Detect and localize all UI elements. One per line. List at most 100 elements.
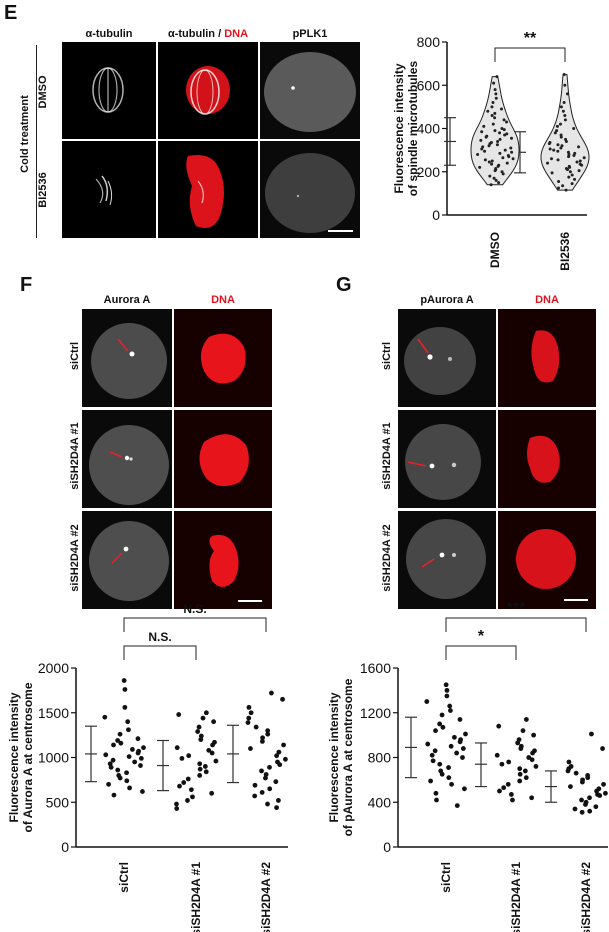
data-point <box>556 158 560 162</box>
panel-f-header-dna: DNA <box>211 294 235 306</box>
tubulin-image-bi2536 <box>62 141 156 238</box>
data-point <box>490 159 494 163</box>
data-point <box>185 798 190 803</box>
data-point <box>454 803 460 809</box>
data-point <box>486 109 490 113</box>
data-point <box>490 105 494 109</box>
data-point <box>488 174 492 178</box>
data-point <box>259 738 265 744</box>
data-point <box>500 127 504 130</box>
data-point <box>117 775 123 781</box>
data-point <box>248 710 254 716</box>
data-point <box>457 739 463 745</box>
data-point <box>448 743 454 749</box>
data-point <box>568 784 573 789</box>
significance-label: ** <box>524 30 537 47</box>
data-point <box>563 118 567 122</box>
data-point <box>489 141 493 145</box>
data-point <box>573 770 579 776</box>
data-point <box>548 147 552 151</box>
data-point <box>457 717 463 722</box>
data-point <box>579 779 585 785</box>
data-point <box>111 792 117 798</box>
merge-drawing <box>186 155 224 229</box>
data-point <box>253 724 259 730</box>
data-point <box>190 794 195 800</box>
paurora-image-sish2 <box>398 511 496 609</box>
data-point <box>555 129 559 133</box>
y-tick-label: 0 <box>383 839 391 855</box>
data-point <box>490 162 494 166</box>
x-tick-label: BI2536 <box>558 232 572 271</box>
data-point <box>432 748 438 754</box>
data-point <box>443 682 449 688</box>
data-point <box>135 736 141 742</box>
y-tick-label: 600 <box>417 77 441 93</box>
data-point <box>425 741 431 747</box>
data-point <box>202 764 208 769</box>
data-point <box>276 749 282 755</box>
data-point <box>511 157 515 161</box>
data-point <box>506 759 512 765</box>
data-point <box>209 790 215 796</box>
y-tick-label: 800 <box>417 34 441 50</box>
data-point <box>559 105 563 109</box>
data-point <box>210 742 215 748</box>
data-point <box>494 178 498 182</box>
data-point <box>593 804 599 810</box>
panel-e-side-divider <box>36 45 37 238</box>
data-point <box>572 806 578 812</box>
data-point <box>567 175 571 179</box>
data-point <box>573 177 577 181</box>
y-axis-label-line1: Fluorescence intensity <box>392 63 406 193</box>
data-point <box>565 92 569 96</box>
significance-bracket <box>494 47 566 62</box>
data-point <box>517 778 523 784</box>
data-point <box>203 769 209 775</box>
data-point <box>263 775 268 781</box>
data-point <box>206 747 212 753</box>
data-point <box>578 159 582 163</box>
data-point <box>126 754 132 760</box>
dna-blob <box>209 534 239 587</box>
spindle-drawing <box>92 67 124 113</box>
data-point <box>529 795 535 801</box>
data-point <box>555 124 559 128</box>
y-tick-label: 1500 <box>38 705 69 721</box>
data-point <box>246 715 252 721</box>
data-point <box>110 757 116 763</box>
data-point <box>501 156 505 160</box>
data-point <box>449 781 454 787</box>
data-point <box>124 778 130 784</box>
data-point <box>579 797 584 803</box>
data-point <box>263 772 269 777</box>
data-point <box>274 753 280 759</box>
data-point <box>280 696 285 702</box>
data-point <box>198 733 204 739</box>
data-point <box>505 132 509 136</box>
data-point <box>434 797 439 803</box>
data-point <box>460 755 465 760</box>
arrow-icon <box>421 558 435 568</box>
spindle-drawing <box>95 175 113 206</box>
data-point <box>188 787 194 793</box>
data-point <box>447 703 453 709</box>
aurora-cell <box>91 323 167 399</box>
aurora-image-sish1 <box>82 410 172 508</box>
data-point <box>564 188 568 192</box>
data-point <box>248 746 253 751</box>
merge-image-bi2536 <box>158 141 258 238</box>
data-point <box>179 755 185 761</box>
paurora-image-sish1 <box>398 410 496 508</box>
panel-e-header-merge: α-tubulin / DNA <box>158 28 258 40</box>
data-point <box>185 776 191 782</box>
data-point <box>186 753 192 759</box>
merge-image-dmso <box>158 42 258 139</box>
data-point <box>491 101 495 105</box>
data-point <box>561 109 565 113</box>
data-point <box>560 144 564 148</box>
aurora-image-sictrl <box>82 309 172 407</box>
dna-blob <box>531 330 560 383</box>
data-point <box>601 781 606 787</box>
data-point <box>497 163 501 167</box>
